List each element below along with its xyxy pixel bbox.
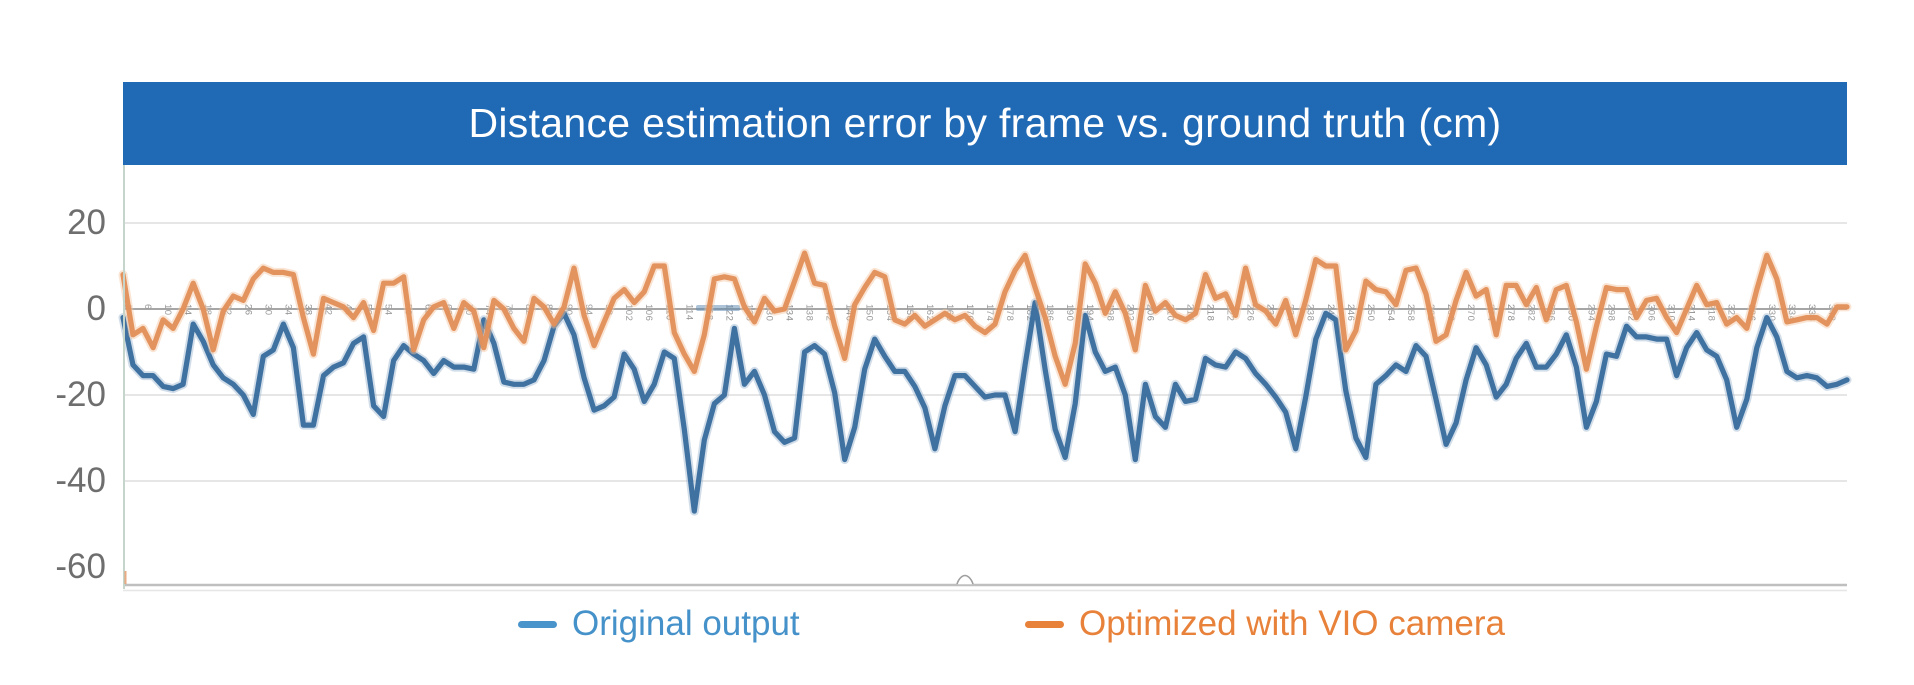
svg-text:290: 290 <box>1565 304 1576 321</box>
chart-title: Distance estimation error by frame vs. g… <box>468 100 1502 146</box>
svg-text:174: 174 <box>984 304 995 321</box>
svg-text:150: 150 <box>864 304 875 321</box>
svg-text:30: 30 <box>262 304 273 316</box>
svg-text:334: 334 <box>1786 304 1797 321</box>
svg-text:338: 338 <box>1806 304 1817 321</box>
svg-text:298: 298 <box>1605 304 1616 321</box>
svg-text:26: 26 <box>242 304 253 316</box>
legend-label-optimized: Optimized with VIO camera <box>1079 604 1505 643</box>
svg-text:94: 94 <box>583 304 594 316</box>
y-axis-label-neg40: -40 <box>55 461 106 500</box>
svg-text:306: 306 <box>1646 304 1657 321</box>
svg-text:18: 18 <box>202 304 213 316</box>
svg-text:270: 270 <box>1465 304 1476 321</box>
y-axis-label-neg20: -20 <box>55 375 106 414</box>
y-axis-label-neg60: -60 <box>55 547 106 586</box>
svg-text:278: 278 <box>1505 304 1516 321</box>
svg-text:106: 106 <box>643 304 654 321</box>
svg-text:74: 74 <box>483 304 494 316</box>
svg-text:318: 318 <box>1706 304 1717 321</box>
svg-text:102: 102 <box>623 304 634 321</box>
svg-text:222: 222 <box>1225 304 1236 321</box>
svg-text:202: 202 <box>1124 304 1135 321</box>
svg-text:178: 178 <box>1004 304 1015 321</box>
svg-text:82: 82 <box>523 304 534 316</box>
svg-text:254: 254 <box>1385 304 1396 321</box>
svg-text:310: 310 <box>1666 304 1677 321</box>
svg-text:314: 314 <box>1686 304 1697 321</box>
svg-text:38: 38 <box>302 304 313 316</box>
svg-text:166: 166 <box>944 304 955 321</box>
svg-text:42: 42 <box>322 304 333 316</box>
svg-text:10: 10 <box>162 304 173 316</box>
svg-text:258: 258 <box>1405 304 1416 321</box>
svg-text:22: 22 <box>222 304 233 316</box>
svg-text:214: 214 <box>1184 304 1195 321</box>
svg-text:114: 114 <box>683 304 694 321</box>
svg-text:194: 194 <box>1084 304 1095 321</box>
svg-text:158: 158 <box>904 304 915 321</box>
svg-text:238: 238 <box>1305 304 1316 321</box>
legend-item-original: Original output <box>518 598 800 650</box>
svg-text:134: 134 <box>784 304 795 321</box>
svg-text:122: 122 <box>723 304 734 321</box>
svg-text:282: 282 <box>1525 304 1536 321</box>
legend-item-optimized: Optimized with VIO camera <box>1025 598 1505 650</box>
svg-text:186: 186 <box>1044 304 1055 321</box>
svg-text:198: 198 <box>1104 304 1115 321</box>
svg-text:130: 130 <box>763 304 774 321</box>
svg-text:250: 250 <box>1365 304 1376 321</box>
svg-text:90: 90 <box>563 304 574 316</box>
svg-text:210: 210 <box>1164 304 1175 321</box>
svg-text:206: 206 <box>1144 304 1155 321</box>
svg-text:182: 182 <box>1024 304 1035 321</box>
svg-text:218: 218 <box>1205 304 1216 321</box>
svg-text:78: 78 <box>503 304 514 316</box>
svg-text:34: 34 <box>282 304 293 316</box>
svg-text:322: 322 <box>1726 304 1737 321</box>
y-axis-label-0: 0 <box>86 289 106 328</box>
svg-text:138: 138 <box>804 304 815 321</box>
svg-text:294: 294 <box>1585 304 1596 321</box>
svg-text:170: 170 <box>964 304 975 321</box>
legend: Original output Optimized with VIO camer… <box>0 598 1914 650</box>
y-axis-label-20: 20 <box>67 203 106 242</box>
svg-text:14: 14 <box>182 304 193 316</box>
legend-swatch-original-line-icon <box>518 620 557 628</box>
svg-text:302: 302 <box>1625 304 1636 321</box>
legend-swatch-optimized-line-icon <box>1025 620 1064 628</box>
svg-text:162: 162 <box>924 304 935 321</box>
svg-text:54: 54 <box>383 304 394 316</box>
svg-text:246: 246 <box>1345 304 1356 321</box>
svg-text:154: 154 <box>884 304 895 321</box>
svg-text:330: 330 <box>1766 304 1777 321</box>
chart-title-bar: Distance estimation error by frame vs. g… <box>123 82 1847 165</box>
svg-text:242: 242 <box>1325 304 1336 321</box>
svg-text:146: 146 <box>844 304 855 321</box>
svg-text:226: 226 <box>1245 304 1256 321</box>
legend-label-original: Original output <box>572 604 800 643</box>
svg-text:190: 190 <box>1064 304 1075 321</box>
svg-text:6: 6 <box>142 304 153 310</box>
